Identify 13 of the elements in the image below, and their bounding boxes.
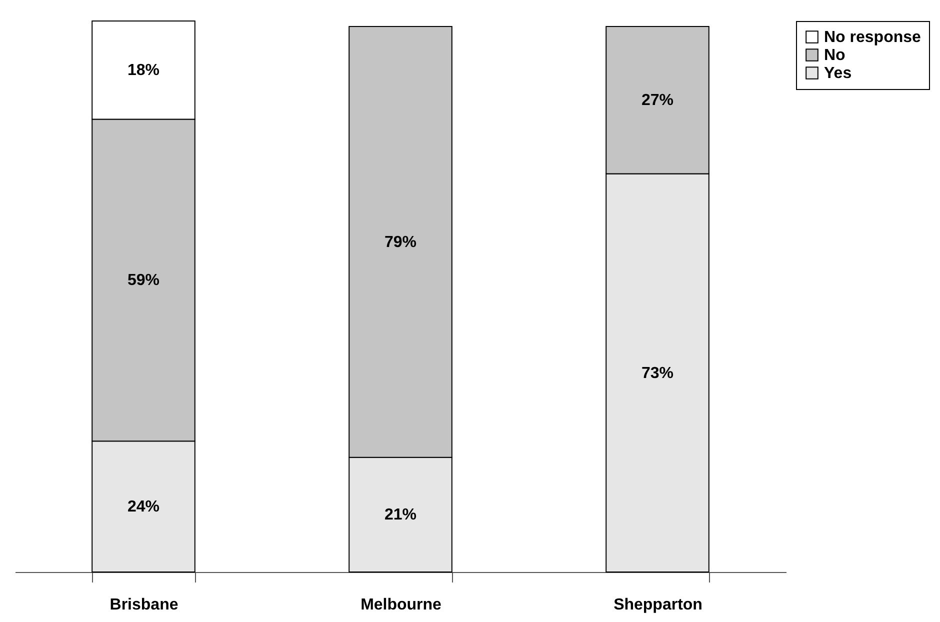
x-tick-label: Shepparton [614,596,702,614]
data-label: 27% [641,92,674,110]
legend-label: No response [824,29,922,46]
x-tick-label: Melbourne [360,596,442,614]
data-label: 73% [641,364,674,382]
data-label: 79% [384,234,417,251]
legend-label: No [824,47,846,64]
legend-label: Yes [824,65,852,82]
data-label: 24% [127,498,160,516]
data-label: 59% [127,272,160,290]
x-tick-label: Brisbane [110,596,178,614]
data-label: 21% [384,506,417,524]
data-label: 18% [127,62,160,80]
